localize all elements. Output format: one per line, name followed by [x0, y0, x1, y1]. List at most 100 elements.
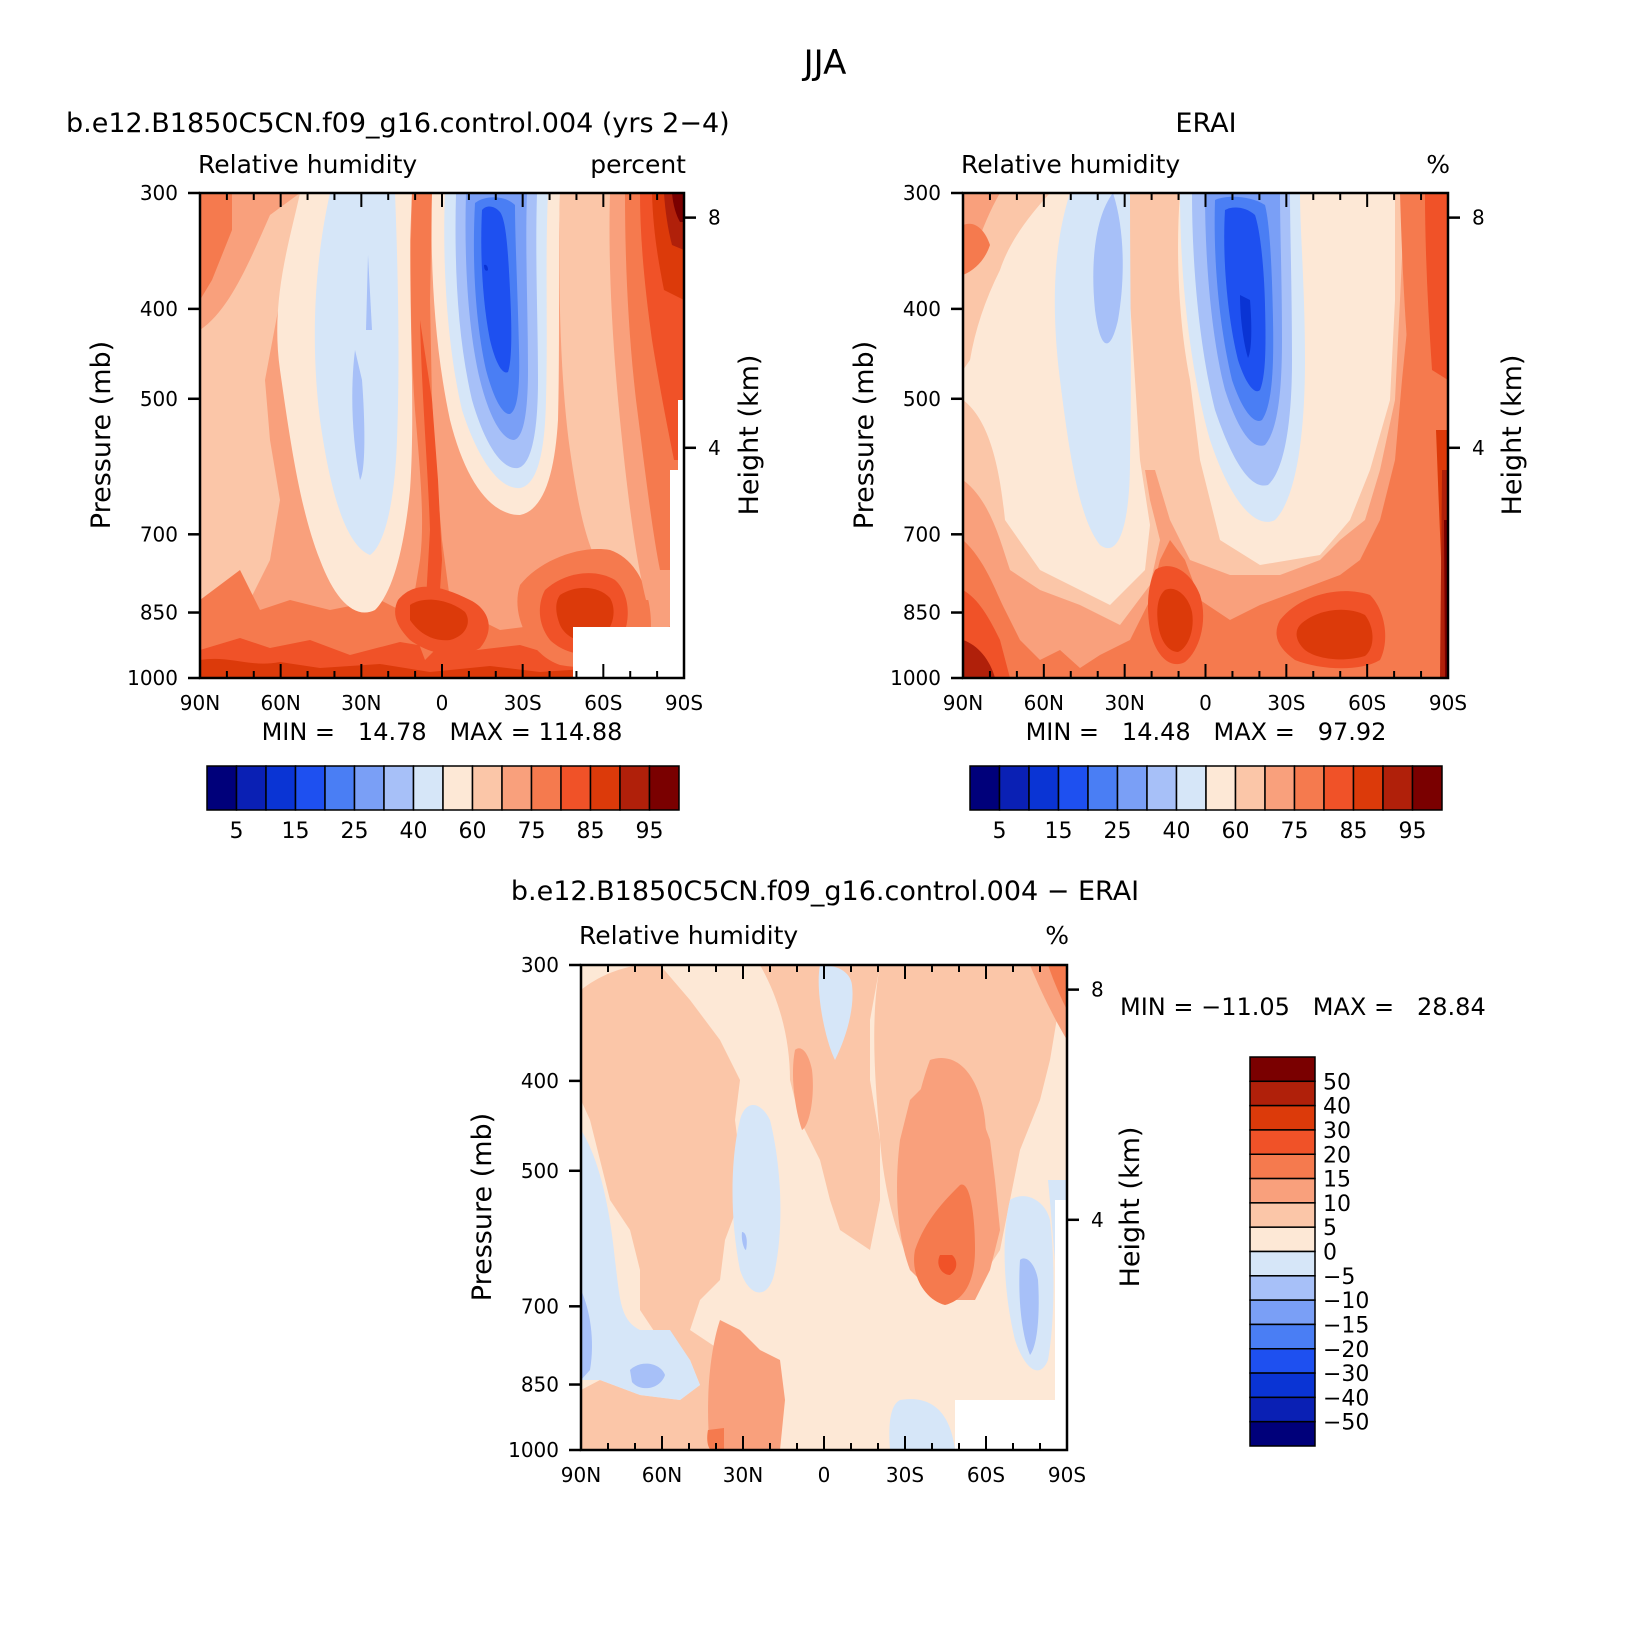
panel-obs-variable-label: Relative humidity	[961, 150, 1180, 179]
figure-title: JJA	[802, 43, 847, 83]
panel-diff-units-label: %	[1045, 921, 1069, 950]
colorbar-swatch	[353, 765, 385, 811]
colorbar-label: 95	[636, 819, 664, 844]
panel-model-minmax: MIN = 14.78 MAX = 114.88	[262, 718, 623, 746]
panel-diff-title: b.e12.B1850C5CN.f09_g16.control.004 − ER…	[511, 876, 1139, 907]
latitude-tick-label: 30S	[886, 1463, 924, 1487]
panel-obs-y2-axis-label: Height (km)	[1497, 355, 1528, 516]
height-tick-label: 8	[1091, 978, 1104, 1002]
colorbar-swatch	[1249, 1104, 1316, 1131]
colorbar-label: 15	[1045, 819, 1073, 844]
latitude-tick-label: 30N	[1104, 691, 1144, 715]
colorbar-label: 0	[1323, 1241, 1337, 1266]
colorbar-swatch	[1249, 1177, 1316, 1204]
panel-diff-y2-axis-label: Height (km)	[1115, 1127, 1146, 1288]
colorbar-swatch	[560, 765, 592, 811]
panel-obs-latitude-axis: 90N 60N 30N 0 30S 60S 90S	[943, 193, 1467, 715]
latitude-tick-label: 30S	[1267, 691, 1305, 715]
colorbar-label: −20	[1323, 1338, 1369, 1363]
colorbar-label: 5	[1323, 1216, 1337, 1241]
colorbar-label: −5	[1323, 1265, 1355, 1290]
colorbar-label: −40	[1323, 1386, 1369, 1411]
latitude-tick-label: 60S	[1348, 691, 1386, 715]
panel-obs-y-axis-label: Pressure (mb)	[849, 341, 880, 529]
latitude-tick-label: 90N	[943, 691, 983, 715]
height-tick-label: 4	[1091, 1208, 1104, 1232]
colorbar-label: 5	[230, 819, 244, 844]
pressure-tick-label: 700	[140, 522, 178, 546]
pressure-tick-label: 300	[903, 181, 941, 205]
height-tick-label: 4	[708, 436, 721, 460]
colorbar-swatch	[1249, 1226, 1316, 1253]
panel-diff-y-axis-label: Pressure (mb)	[467, 1113, 498, 1301]
panel-model-pressure-axis: 300 400 500 700 850 1000	[127, 181, 200, 690]
colorbar-swatch	[1175, 765, 1207, 811]
latitude-tick-label: 60S	[967, 1463, 1005, 1487]
panel-obs: ERAI Relative humidity %	[849, 108, 1528, 844]
colorbar-label: 60	[1222, 819, 1250, 844]
colorbar-label: 50	[1323, 1070, 1351, 1095]
latitude-tick-label: 60S	[584, 691, 622, 715]
panel-diff-latitude-axis: 90N 60N 30N 0 30S 60S 90S	[561, 965, 1086, 1487]
colorbar-label: 95	[1399, 819, 1427, 844]
colorbar-label: 75	[1281, 819, 1309, 844]
colorbar-swatch	[998, 765, 1030, 811]
panel-obs-height-axis: 84	[1448, 206, 1485, 460]
panel-obs-contour-field	[963, 193, 1448, 678]
colorbar-swatch	[619, 765, 651, 811]
panel-model-y2-axis-label: Height (km)	[734, 355, 765, 516]
colorbar-swatch	[1249, 1348, 1316, 1374]
colorbar-swatch	[1234, 765, 1266, 811]
colorbar-swatch	[1249, 1080, 1316, 1107]
colorbar-swatch	[1249, 1420, 1316, 1447]
latitude-tick-label: 60N	[1024, 691, 1064, 715]
colorbar-swatch	[1146, 765, 1178, 811]
colorbar-swatch	[530, 765, 562, 811]
colorbar-swatch	[501, 765, 533, 811]
colorbar-swatch	[1264, 765, 1296, 811]
panel-diff-pressure-axis: 300 400 500 700 850 1000	[508, 953, 581, 1462]
latitude-tick-label: 60N	[260, 691, 300, 715]
pressure-tick-label: 700	[903, 522, 941, 546]
colorbar-swatch	[1249, 1250, 1316, 1277]
pressure-tick-label: 400	[903, 297, 941, 321]
colorbar-swatch	[969, 765, 1001, 811]
panel-model-colorbar: 5 15 25 40 60 75 85 95	[206, 765, 680, 844]
colorbar-label: 25	[341, 819, 369, 844]
pressure-tick-label: 500	[140, 387, 178, 411]
pressure-tick-label: 700	[521, 1294, 559, 1318]
colorbar-label: −15	[1323, 1313, 1369, 1338]
colorbar-label: −10	[1323, 1289, 1369, 1314]
colorbar-swatch	[1249, 1153, 1316, 1180]
colorbar-label: 40	[1323, 1095, 1351, 1120]
latitude-tick-label: 90S	[1048, 1463, 1086, 1487]
pressure-tick-label: 500	[903, 387, 941, 411]
pressure-tick-label: 500	[521, 1159, 559, 1183]
colorbar-label: 85	[1340, 819, 1368, 844]
colorbar-swatch	[1249, 1056, 1316, 1083]
panel-model-units-label: percent	[590, 150, 686, 179]
colorbar-label: 30	[1323, 1119, 1351, 1144]
panel-model-height-axis: 84	[684, 206, 721, 460]
pressure-tick-label: 1000	[508, 1438, 559, 1462]
colorbar-swatch	[1249, 1275, 1316, 1301]
colorbar-swatch	[383, 765, 415, 811]
panel-model-y-axis-label: Pressure (mb)	[86, 341, 117, 529]
colorbar-label: 5	[993, 819, 1007, 844]
panel-obs-units-label: %	[1426, 150, 1450, 179]
colorbar-swatch	[1249, 1129, 1316, 1155]
colorbar-swatch	[648, 765, 680, 811]
colorbar-label: 15	[282, 819, 310, 844]
pressure-tick-label: 400	[521, 1069, 559, 1093]
latitude-tick-label: 0	[436, 691, 449, 715]
colorbar-swatch	[1323, 765, 1355, 811]
colorbar-swatch	[1205, 765, 1237, 811]
colorbar-swatch	[1028, 765, 1060, 811]
colorbar-swatch	[294, 765, 326, 811]
colorbar-label: 40	[1163, 819, 1191, 844]
pressure-tick-label: 300	[521, 953, 559, 977]
colorbar-swatch	[206, 765, 238, 811]
panel-diff: b.e12.B1850C5CN.f09_g16.control.004 − ER…	[467, 876, 1486, 1487]
pressure-tick-label: 300	[140, 181, 178, 205]
